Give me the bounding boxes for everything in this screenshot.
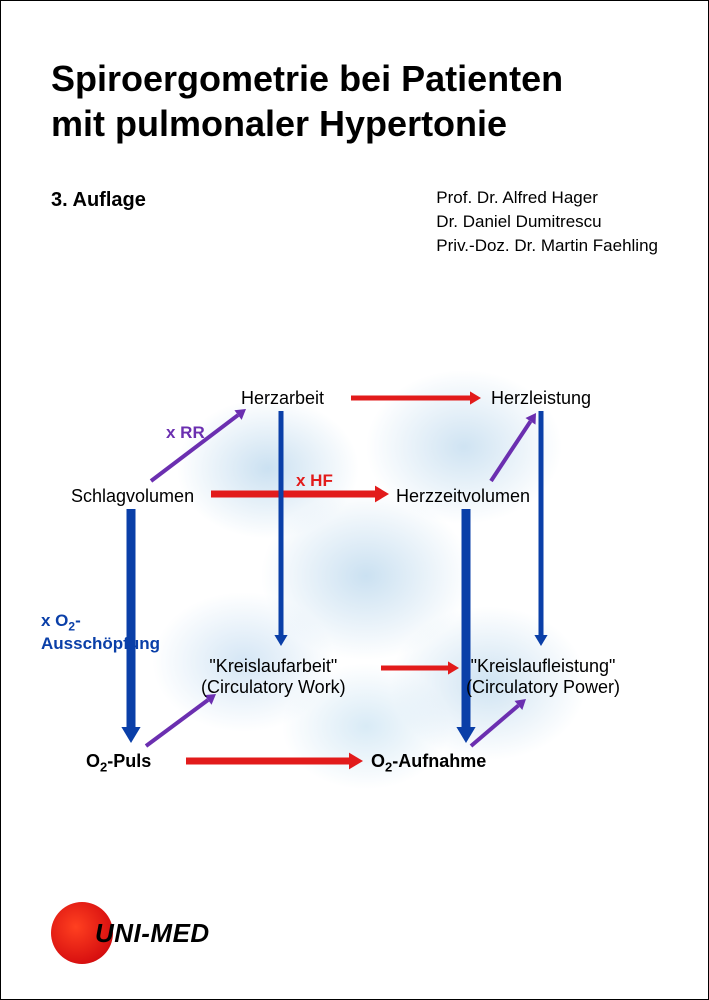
cube-diagram: Schlagvolumen Herzarbeit Herzleistung He… [71, 381, 641, 781]
edition-label: 3. Auflage [51, 189, 146, 212]
kreislaufleistung-label: "Kreislaufleistung" [471, 656, 616, 676]
author-2: Dr. Daniel Dumitrescu [436, 210, 658, 234]
node-kreislaufarbeit: "Kreislaufarbeit" (Circulatory Work) [201, 656, 346, 697]
title-line-2: mit pulmonaler Hypertonie [51, 103, 507, 144]
node-kreislaufleistung: "Kreislaufleistung" (Circulatory Power) [466, 656, 620, 697]
node-herzarbeit: Herzarbeit [241, 388, 324, 409]
kreislaufleistung-sub: (Circulatory Power) [466, 677, 620, 697]
title-line-1: Spiroergometrie bei Patienten [51, 58, 563, 99]
edge-label-xrr: x RR [166, 423, 205, 443]
edge-label-xhf: x HF [296, 471, 333, 491]
logo-text: UNI-MED [95, 918, 210, 949]
node-herzleistung: Herzleistung [491, 388, 591, 409]
edge-label-xo2: x O2- Ausschöpfung [41, 611, 160, 654]
node-o2-puls: O2-Puls [86, 751, 151, 776]
book-title: Spiroergometrie bei Patienten mit pulmon… [51, 56, 563, 146]
node-herzzeitvolumen: Herzzeitvolumen [396, 486, 530, 507]
author-1: Prof. Dr. Alfred Hager [436, 186, 658, 210]
authors-block: Prof. Dr. Alfred Hager Dr. Daniel Dumitr… [436, 186, 658, 257]
author-3: Priv.-Doz. Dr. Martin Faehling [436, 234, 658, 258]
node-schlagvolumen: Schlagvolumen [71, 486, 194, 507]
arrows-svg [71, 381, 641, 781]
node-o2-aufnahme: O2-Aufnahme [371, 751, 486, 776]
publisher-logo: UNI-MED [51, 902, 210, 964]
kreislaufarbeit-label: "Kreislaufarbeit" [209, 656, 337, 676]
edge-label-xo2-line2: Ausschöpfung [41, 634, 160, 653]
kreislaufarbeit-sub: (Circulatory Work) [201, 677, 346, 697]
